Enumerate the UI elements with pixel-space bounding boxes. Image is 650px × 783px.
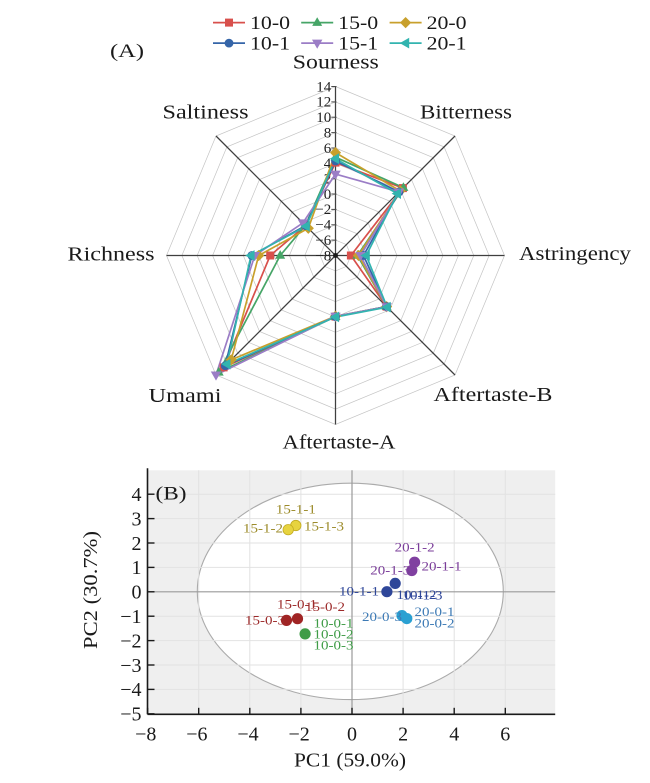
svg-text:0: 0	[132, 582, 142, 604]
svg-text:20-1-3: 20-1-3	[370, 564, 410, 578]
svg-text:−2: −2	[120, 630, 141, 652]
svg-text:PC2 (30.7%): PC2 (30.7%)	[80, 531, 102, 649]
svg-text:−6: −6	[315, 233, 331, 249]
svg-text:Bitterness: Bitterness	[420, 102, 512, 124]
svg-text:15-1-1: 15-1-1	[276, 503, 316, 517]
svg-text:14: 14	[316, 79, 332, 95]
svg-text:−8: −8	[135, 724, 156, 746]
svg-text:20-0-2: 20-0-2	[415, 617, 455, 631]
svg-text:6: 6	[324, 141, 332, 157]
svg-text:−4: −4	[237, 724, 258, 746]
svg-text:0: 0	[324, 187, 332, 203]
svg-text:−4: −4	[315, 218, 331, 234]
svg-text:20-1-2: 20-1-2	[395, 541, 435, 555]
svg-text:Saltiness: Saltiness	[163, 102, 249, 124]
svg-text:10-0-1: 10-0-1	[314, 617, 354, 631]
svg-text:15-0-3: 15-0-3	[245, 614, 285, 628]
svg-text:2: 2	[398, 724, 408, 746]
svg-text:10-1-2: 10-1-2	[397, 588, 437, 602]
svg-text:4: 4	[324, 156, 332, 172]
svg-text:4: 4	[449, 724, 459, 746]
svg-text:−6: −6	[186, 724, 207, 746]
svg-text:10-1-1: 10-1-1	[339, 585, 379, 599]
svg-text:15-1-2: 15-1-2	[243, 522, 283, 536]
svg-text:1: 1	[132, 557, 142, 579]
svg-text:10-1-3: 10-1-3	[403, 589, 443, 603]
svg-text:Aftertaste-B: Aftertaste-B	[434, 384, 553, 406]
svg-text:10: 10	[316, 110, 331, 126]
svg-text:20-1: 20-1	[427, 33, 467, 54]
svg-text:10-0: 10-0	[250, 13, 290, 34]
svg-text:PC1 (59.0%): PC1 (59.0%)	[294, 750, 406, 772]
svg-text:0: 0	[347, 724, 357, 746]
svg-text:−2: −2	[288, 724, 309, 746]
svg-text:15-0-2: 15-0-2	[305, 600, 345, 614]
svg-text:−4: −4	[120, 679, 141, 701]
svg-text:10-1: 10-1	[250, 33, 290, 54]
svg-text:Umami: Umami	[149, 385, 223, 407]
svg-text:20-0-1: 20-0-1	[415, 605, 455, 619]
svg-text:Sourness: Sourness	[293, 51, 379, 73]
svg-text:−3: −3	[120, 655, 141, 677]
svg-text:12: 12	[316, 95, 331, 111]
svg-text:3: 3	[132, 508, 142, 530]
svg-text:8: 8	[324, 125, 332, 141]
svg-text:(A): (A)	[110, 41, 144, 62]
svg-text:4: 4	[132, 484, 142, 506]
svg-text:−2: −2	[315, 202, 331, 218]
svg-text:Astringency: Astringency	[519, 243, 631, 265]
svg-text:2: 2	[132, 533, 142, 555]
svg-text:Aftertaste-A: Aftertaste-A	[283, 432, 397, 454]
svg-text:(B): (B)	[156, 484, 187, 505]
svg-text:15-0: 15-0	[338, 13, 378, 34]
svg-text:20-0: 20-0	[427, 13, 467, 34]
svg-text:6: 6	[500, 724, 510, 746]
svg-text:20-1-1: 20-1-1	[422, 560, 462, 574]
svg-text:20-0-3: 20-0-3	[362, 610, 402, 624]
svg-text:−1: −1	[120, 606, 141, 628]
svg-text:15-1: 15-1	[338, 33, 378, 54]
svg-text:−5: −5	[120, 704, 141, 726]
svg-text:−8: −8	[315, 248, 331, 264]
svg-text:10-0-3: 10-0-3	[314, 639, 354, 653]
svg-text:10-0-2: 10-0-2	[314, 628, 354, 642]
svg-text:Richness: Richness	[68, 244, 155, 266]
svg-text:15-0-1: 15-0-1	[277, 598, 317, 612]
svg-text:15-1-3: 15-1-3	[304, 520, 344, 534]
